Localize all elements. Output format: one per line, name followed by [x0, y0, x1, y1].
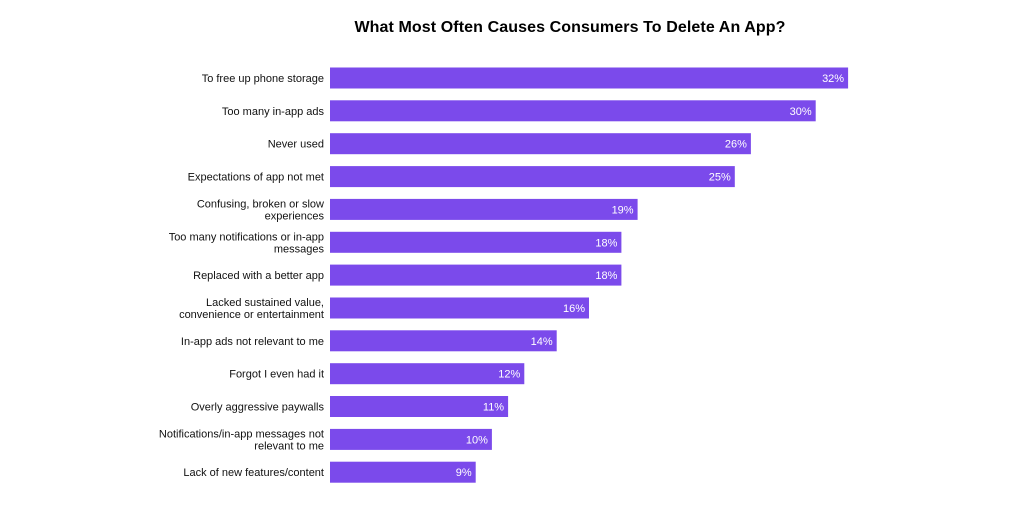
category-label: Confusing, broken or slow: [197, 198, 324, 210]
bar-value-label: 19%: [612, 204, 634, 216]
bar-value-label: 10%: [466, 434, 488, 446]
bar: [330, 363, 525, 385]
bar-value-label: 30%: [790, 106, 812, 118]
bar: [330, 428, 492, 450]
bar-value-label: 12%: [498, 369, 520, 381]
category-label: To free up phone storage: [202, 73, 324, 85]
category-label: Never used: [268, 139, 324, 151]
bar-value-label: 26%: [725, 139, 747, 151]
bar-value-label: 18%: [595, 237, 617, 249]
bar-value-label: 14%: [531, 336, 553, 348]
category-label: Replaced with a better app: [193, 270, 324, 282]
category-label: messages: [274, 243, 325, 255]
category-label: convenience or entertainment: [179, 309, 324, 321]
category-label: Too many notifications or in-app: [169, 231, 324, 243]
category-label: relevant to me: [254, 440, 324, 452]
bar-value-label: 32%: [822, 73, 844, 85]
bar: [330, 198, 638, 220]
bar: [330, 297, 589, 319]
category-label: experiences: [265, 210, 325, 222]
bar: [330, 133, 751, 155]
category-label: Overly aggressive paywalls: [191, 402, 325, 414]
bar: [330, 166, 735, 188]
bar-value-label: 16%: [563, 303, 585, 315]
category-label: Forgot I even had it: [229, 369, 324, 381]
category-label: Expectations of app not met: [188, 172, 324, 184]
bar: [330, 330, 557, 352]
category-label: Lack of new features/content: [183, 467, 324, 479]
category-label: In-app ads not relevant to me: [181, 336, 324, 348]
category-label: Notifications/in-app messages not: [159, 428, 324, 440]
category-label: Too many in-app ads: [222, 106, 325, 118]
bar: [330, 461, 476, 483]
bar-value-label: 11%: [483, 402, 504, 414]
bar-value-label: 25%: [709, 172, 731, 184]
bar: [330, 231, 622, 253]
bar: [330, 100, 816, 122]
category-label: Lacked sustained value,: [206, 297, 324, 309]
bar-value-label: 9%: [456, 467, 472, 479]
bar-value-label: 18%: [595, 270, 617, 282]
bar: [330, 264, 622, 286]
bar: [330, 67, 849, 89]
bar: [330, 396, 509, 417]
chart-title: What Most Often Causes Consumers To Dele…: [354, 19, 786, 36]
